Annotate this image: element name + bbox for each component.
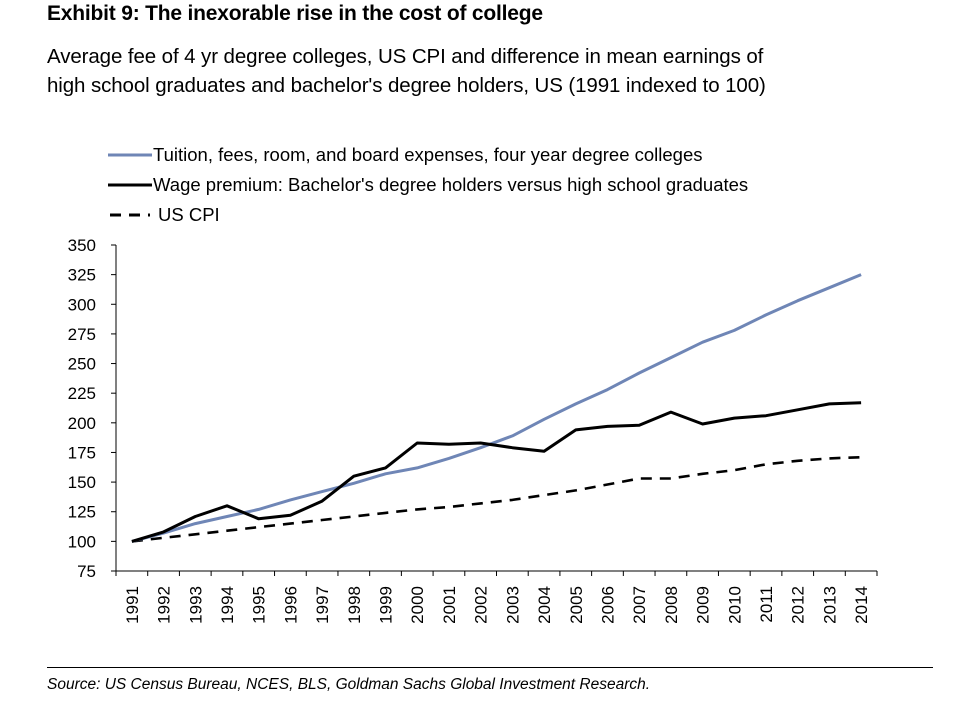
y-tick-label: 350 <box>68 236 96 255</box>
footer-divider <box>47 667 933 668</box>
series-line-2 <box>131 455 862 543</box>
legend-label-0: Tuition, fees, room, and board expenses,… <box>153 144 703 165</box>
x-tick-label: 1993 <box>186 586 205 624</box>
subtitle-line-1: Average fee of 4 yr degree colleges, US … <box>47 45 764 68</box>
y-tick-label: 125 <box>68 503 96 522</box>
x-tick-label: 1997 <box>313 586 332 624</box>
x-tick-label: 1994 <box>218 586 237 624</box>
x-tick-label: 2003 <box>503 586 522 624</box>
y-tick-label: 300 <box>68 295 96 314</box>
legend-label-2: US CPI <box>158 204 220 225</box>
y-tick-label: 275 <box>68 325 96 344</box>
subtitle-line-2: high school graduates and bachelor's deg… <box>47 74 766 97</box>
source-note: Source: US Census Bureau, NCES, BLS, Gol… <box>47 676 651 693</box>
exhibit-title: Exhibit 9: The inexorable rise in the co… <box>47 2 543 25</box>
y-tick-label: 250 <box>68 355 96 374</box>
x-tick-label: 2010 <box>725 586 744 624</box>
series-line-1 <box>131 401 862 543</box>
x-tick-label: 2006 <box>598 586 617 624</box>
x-tick-label: 1996 <box>281 586 300 624</box>
x-tick-label: 2002 <box>472 586 491 624</box>
y-tick-label: 100 <box>68 532 96 551</box>
plot-area <box>131 273 862 543</box>
y-tick-label: 225 <box>68 384 96 403</box>
x-tick-label: 2011 <box>757 586 776 623</box>
y-tick-label: 175 <box>68 443 96 462</box>
y-tick-label: 200 <box>68 414 96 433</box>
legend-label-1: Wage premium: Bachelor's degree holders … <box>153 174 748 195</box>
x-axis: 1991 1992 1993 1994 1995 1996 1997 1998 1999 2000… <box>115 570 878 624</box>
y-tick-label: 150 <box>68 473 96 492</box>
x-tick-label: 2007 <box>630 586 649 624</box>
chart-legend: Tuition, fees, room, and board expenses,… <box>108 144 748 225</box>
x-tick-label: 2004 <box>535 586 554 624</box>
x-tick-label: 1992 <box>155 586 174 624</box>
x-tick-label: 1998 <box>345 586 364 624</box>
x-tick-label: 2001 <box>440 586 459 624</box>
x-tick-label: 2013 <box>820 586 839 624</box>
x-tick-label: 2005 <box>567 586 586 624</box>
x-tick-label: 2012 <box>789 586 808 624</box>
x-tick-label: 2009 <box>694 586 713 624</box>
x-tick-label: 1991 <box>123 586 142 624</box>
x-tick-label: 1999 <box>377 586 396 624</box>
y-tick-label: 75 <box>77 562 96 581</box>
series-line-0 <box>131 273 862 543</box>
y-axis: 75 100 125 150 175 200 225 250 275 300 325 350 <box>68 236 117 581</box>
y-tick-label: 325 <box>68 266 96 285</box>
x-tick-label: 2014 <box>852 586 871 624</box>
x-tick-label: 1995 <box>250 586 269 624</box>
x-tick-label: 2008 <box>662 586 681 624</box>
x-tick-label: 2000 <box>408 586 427 624</box>
